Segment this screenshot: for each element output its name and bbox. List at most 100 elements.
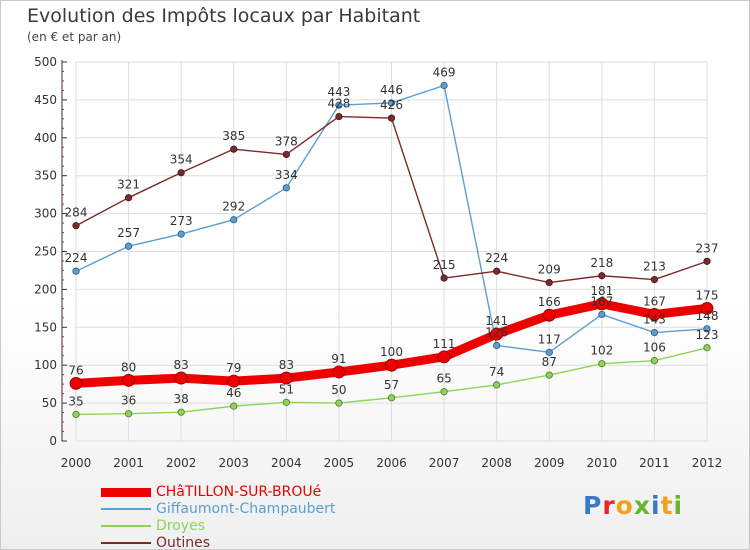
data-point	[72, 222, 80, 230]
data-point	[598, 310, 606, 319]
data-label: 143	[643, 313, 666, 327]
data-label: 35	[68, 394, 83, 408]
data-label: 123	[696, 328, 719, 342]
data-point	[174, 371, 188, 385]
data-point	[595, 297, 609, 311]
data-point	[387, 394, 396, 402]
data-point	[437, 350, 451, 364]
data-point	[387, 99, 396, 107]
x-tick-label: 2006	[376, 456, 407, 470]
data-label: 74	[489, 365, 504, 379]
data-point	[177, 230, 185, 238]
logo-letter: i	[651, 491, 661, 520]
data-label: 354	[170, 153, 193, 167]
proxiti-logo[interactable]: Proxiti	[583, 491, 683, 520]
data-label: 148	[696, 309, 719, 323]
logo-letter: x	[633, 491, 651, 520]
data-point	[282, 150, 290, 159]
data-label: 469	[433, 65, 456, 79]
data-label: 102	[590, 344, 613, 358]
data-point	[282, 184, 290, 192]
legend-swatch	[101, 542, 151, 544]
data-label: 224	[485, 251, 508, 265]
data-point	[282, 398, 290, 406]
data-point	[385, 358, 398, 372]
data-label: 378	[275, 134, 298, 148]
data-label: 428	[327, 97, 350, 111]
y-tick-label: 350	[34, 169, 57, 183]
y-tick-label: 250	[34, 245, 57, 259]
data-point	[545, 371, 553, 379]
x-tick-label: 2005	[324, 456, 355, 470]
data-label: 51	[279, 382, 294, 396]
logo-letter: i	[673, 491, 684, 520]
data-label: 38	[174, 392, 189, 406]
data-label: 284	[65, 206, 88, 220]
data-label: 79	[226, 361, 241, 375]
y-tick-label: 0	[49, 434, 57, 448]
data-point	[440, 388, 448, 396]
data-point	[703, 257, 711, 265]
data-label: 209	[538, 263, 561, 277]
legend-swatch	[101, 525, 151, 527]
data-point	[545, 278, 553, 287]
data-point	[490, 327, 504, 341]
data-label: 83	[174, 358, 189, 372]
data-label: 292	[222, 200, 245, 214]
data-label: 218	[590, 256, 613, 270]
y-tick-label: 300	[34, 207, 57, 221]
x-tick-label: 2000	[61, 456, 92, 470]
data-point	[332, 365, 346, 379]
data-point	[542, 308, 556, 322]
data-point	[124, 242, 133, 250]
logo-letter: r	[602, 491, 616, 520]
logo-letter: P	[583, 491, 603, 520]
data-point	[230, 402, 238, 410]
data-label: 443	[327, 85, 350, 99]
data-label: 446	[380, 83, 403, 97]
y-tick-label: 100	[34, 358, 57, 372]
y-tick-label: 200	[34, 282, 57, 296]
data-point	[230, 216, 238, 224]
data-point	[650, 275, 659, 284]
x-tick-label: 2004	[271, 456, 302, 470]
legend-label: Outines	[156, 535, 211, 550]
data-label: 57	[384, 378, 399, 392]
x-tick-label: 2003	[218, 456, 249, 470]
legend-swatch	[101, 508, 151, 510]
data-point	[72, 410, 80, 419]
data-point	[493, 381, 501, 389]
x-tick-label: 2002	[166, 456, 197, 470]
data-point	[493, 341, 501, 350]
data-label: 50	[331, 383, 346, 397]
data-point	[230, 145, 238, 153]
data-point	[335, 101, 343, 109]
data-point	[279, 371, 293, 385]
data-point	[177, 408, 185, 416]
legend-label: Droyes	[156, 518, 205, 534]
data-point	[650, 357, 659, 365]
data-label: 273	[170, 214, 193, 228]
data-label: 215	[433, 258, 456, 272]
data-point	[545, 348, 553, 356]
data-point	[124, 410, 133, 418]
data-label: 80	[121, 360, 136, 374]
data-label: 321	[117, 178, 140, 192]
y-tick-label: 50	[42, 396, 57, 410]
y-tick-label: 450	[34, 93, 57, 107]
data-label: 237	[696, 241, 719, 255]
data-label: 87	[542, 355, 557, 369]
data-point	[598, 272, 606, 280]
data-point	[700, 301, 714, 315]
data-label: 426	[380, 98, 403, 112]
logo-letter: o	[615, 491, 634, 520]
data-point	[122, 373, 135, 387]
x-tick-label: 2011	[639, 456, 670, 470]
data-point	[703, 344, 711, 352]
data-label: 141	[485, 314, 508, 328]
data-point	[598, 360, 606, 368]
data-label: 166	[538, 295, 561, 309]
legend-swatch	[101, 488, 151, 497]
data-label: 334	[275, 168, 298, 182]
